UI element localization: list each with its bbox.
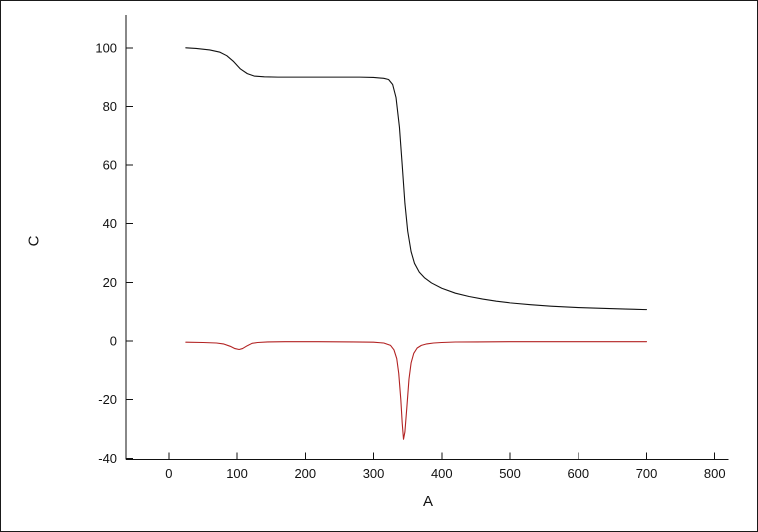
x-tick-label: 500 — [499, 466, 521, 481]
y-tick-label: 20 — [103, 275, 117, 290]
series-black-curve — [185, 47, 648, 311]
x-tick-label: 700 — [636, 466, 658, 481]
y-tick-label: 60 — [103, 158, 117, 173]
x-tick-label: 800 — [704, 466, 726, 481]
x-tick-label: 200 — [294, 466, 316, 481]
x-tick-label: 600 — [567, 466, 589, 481]
y-axis-title: C — [25, 235, 43, 247]
y-tick-label: -20 — [98, 392, 117, 407]
y-tick-label: 100 — [95, 40, 117, 55]
x-tick-label: 100 — [226, 466, 248, 481]
y-tick-label: 80 — [103, 99, 117, 114]
series-red-curve — [185, 341, 648, 440]
x-tick-label: 0 — [165, 466, 172, 481]
y-tick-label: 40 — [103, 216, 117, 231]
x-tick-label: 300 — [363, 466, 385, 481]
y-tick-label: 0 — [110, 333, 117, 348]
x-tick-label: 400 — [431, 466, 453, 481]
x-axis-title: A — [422, 493, 434, 510]
y-tick-label: -40 — [98, 451, 117, 466]
